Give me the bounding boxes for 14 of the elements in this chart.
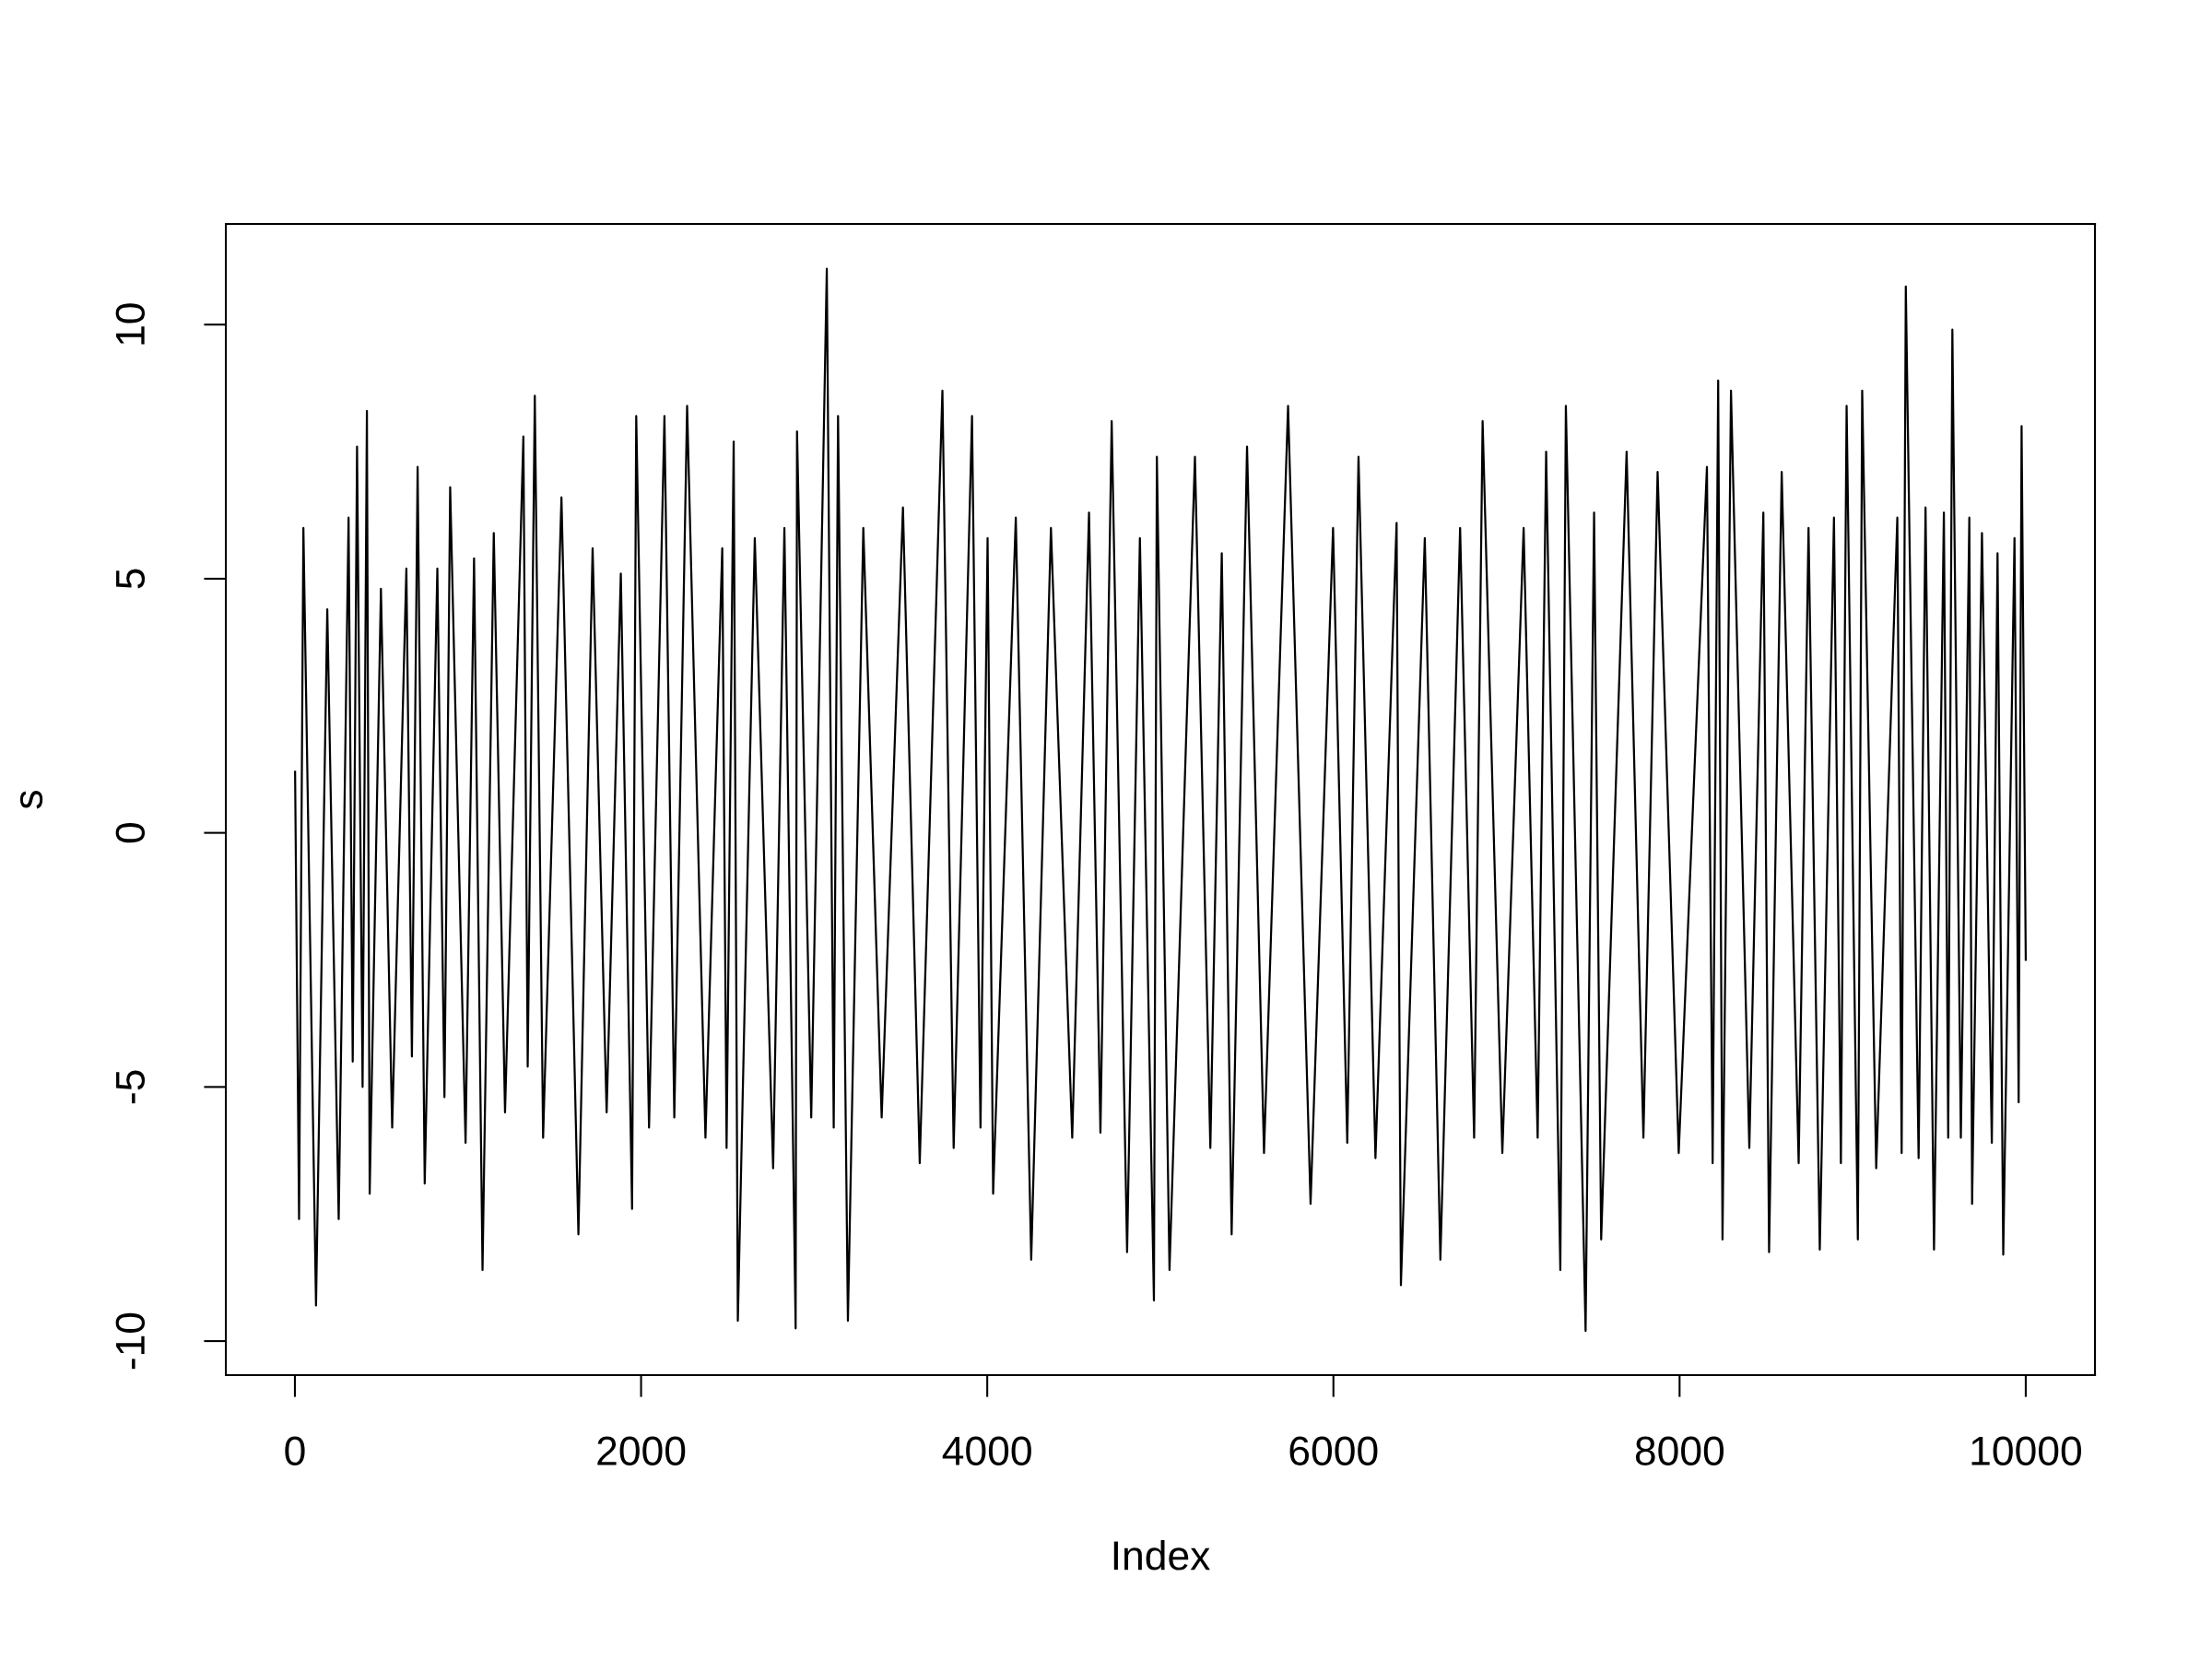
y-tick-label: -10 bbox=[115, 1312, 146, 1370]
x-tick-label: 6000 bbox=[1289, 1436, 1378, 1465]
y-tick-label: 10 bbox=[115, 303, 146, 345]
y-axis-title: s bbox=[19, 791, 43, 809]
y-tick-label: 0 bbox=[115, 823, 146, 843]
x-tick-label: 10000 bbox=[1971, 1436, 2081, 1465]
x-tick-label: 8000 bbox=[1635, 1436, 1724, 1465]
y-tick-label: -5 bbox=[116, 1070, 146, 1104]
line-series bbox=[294, 267, 2028, 1333]
x-tick-label: 2000 bbox=[597, 1436, 686, 1465]
x-tick-label: 0 bbox=[285, 1436, 305, 1465]
y-tick-label: 5 bbox=[116, 569, 146, 589]
x-axis-title: Index bbox=[1113, 1539, 1210, 1571]
x-tick-label: 4000 bbox=[942, 1436, 1031, 1465]
